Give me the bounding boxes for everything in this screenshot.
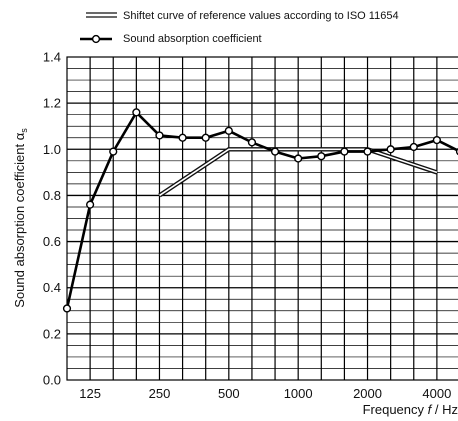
- y-axis-label-subscript: s: [19, 128, 29, 133]
- absorption-data-point: [62, 304, 72, 313]
- absorption-data-point: [432, 135, 441, 145]
- y-tick-labels: 0.0 0.2 0.4 0.6 0.8 1.0 1.2 1.4: [43, 50, 61, 388]
- x-tick-label: 250: [149, 386, 171, 401]
- x-tick-label: 4000: [422, 386, 451, 401]
- legend-item-absorption: Sound absorption coefficient: [80, 33, 262, 45]
- absorption-data-point: [363, 147, 372, 156]
- y-tick-label: 0.8: [43, 188, 61, 203]
- absorption-data-point: [270, 147, 280, 156]
- legend-item-reference-curve: Shiftet curve of reference values accord…: [86, 10, 399, 22]
- y-tick-label: 1.4: [43, 50, 61, 65]
- x-tick-label: 1000: [284, 386, 313, 401]
- y-tick-label: 1.2: [43, 96, 61, 111]
- y-tick-label: 1.0: [43, 142, 61, 157]
- y-tick-label: 0.6: [43, 234, 61, 249]
- x-axis-label-symbol: f: [428, 402, 433, 417]
- absorption-data-point: [340, 147, 349, 156]
- y-axis-label: Sound absorption coefficient αs: [12, 128, 29, 308]
- absorption-data-point: [386, 145, 395, 154]
- reference-curve-inner: [159, 148, 438, 197]
- x-tick-labels: 125 250 500 1000 2000 4000: [79, 386, 451, 401]
- absorption-data-point: [86, 200, 95, 209]
- absorption-data-point: [201, 133, 210, 142]
- absorption-data-point: [317, 152, 326, 161]
- x-axis-label-text: Frequency: [363, 402, 425, 417]
- absorption-data-point: [247, 138, 257, 147]
- legend-label-reference-curve: Shiftet curve of reference values accord…: [123, 10, 399, 22]
- major-gridlines: [67, 57, 458, 380]
- y-tick-label: 0.4: [43, 280, 61, 295]
- x-axis-label: Frequency f / Hz: [363, 402, 458, 417]
- absorption-curve-line: [65, 111, 458, 309]
- minor-gridlines: [67, 68, 458, 369]
- absorption-data-point: [178, 133, 187, 142]
- absorption-data-point: [132, 108, 141, 117]
- x-tick-label: 2000: [353, 386, 382, 401]
- absorption-data-point: [224, 126, 233, 135]
- x-tick-label: 500: [218, 386, 240, 401]
- y-tick-label: 0.0: [43, 373, 61, 388]
- x-tick-label: 125: [79, 386, 101, 401]
- y-axis-label-text: Sound absorption coefficient α: [12, 132, 27, 307]
- y-tick-label: 0.2: [43, 326, 61, 341]
- absorption-data-point: [109, 147, 118, 156]
- legend-swatch-marker: [91, 34, 101, 44]
- absorption-data-point: [409, 142, 418, 152]
- absorption-data-point: [294, 154, 303, 163]
- x-axis-label-unit: / Hz: [431, 402, 458, 417]
- series-layer: [62, 108, 458, 313]
- legend: Shiftet curve of reference values accord…: [80, 10, 399, 45]
- legend-label-absorption: Sound absorption coefficient: [123, 33, 262, 45]
- plot-frame: [66, 56, 458, 381]
- absorption-data-point: [155, 131, 164, 140]
